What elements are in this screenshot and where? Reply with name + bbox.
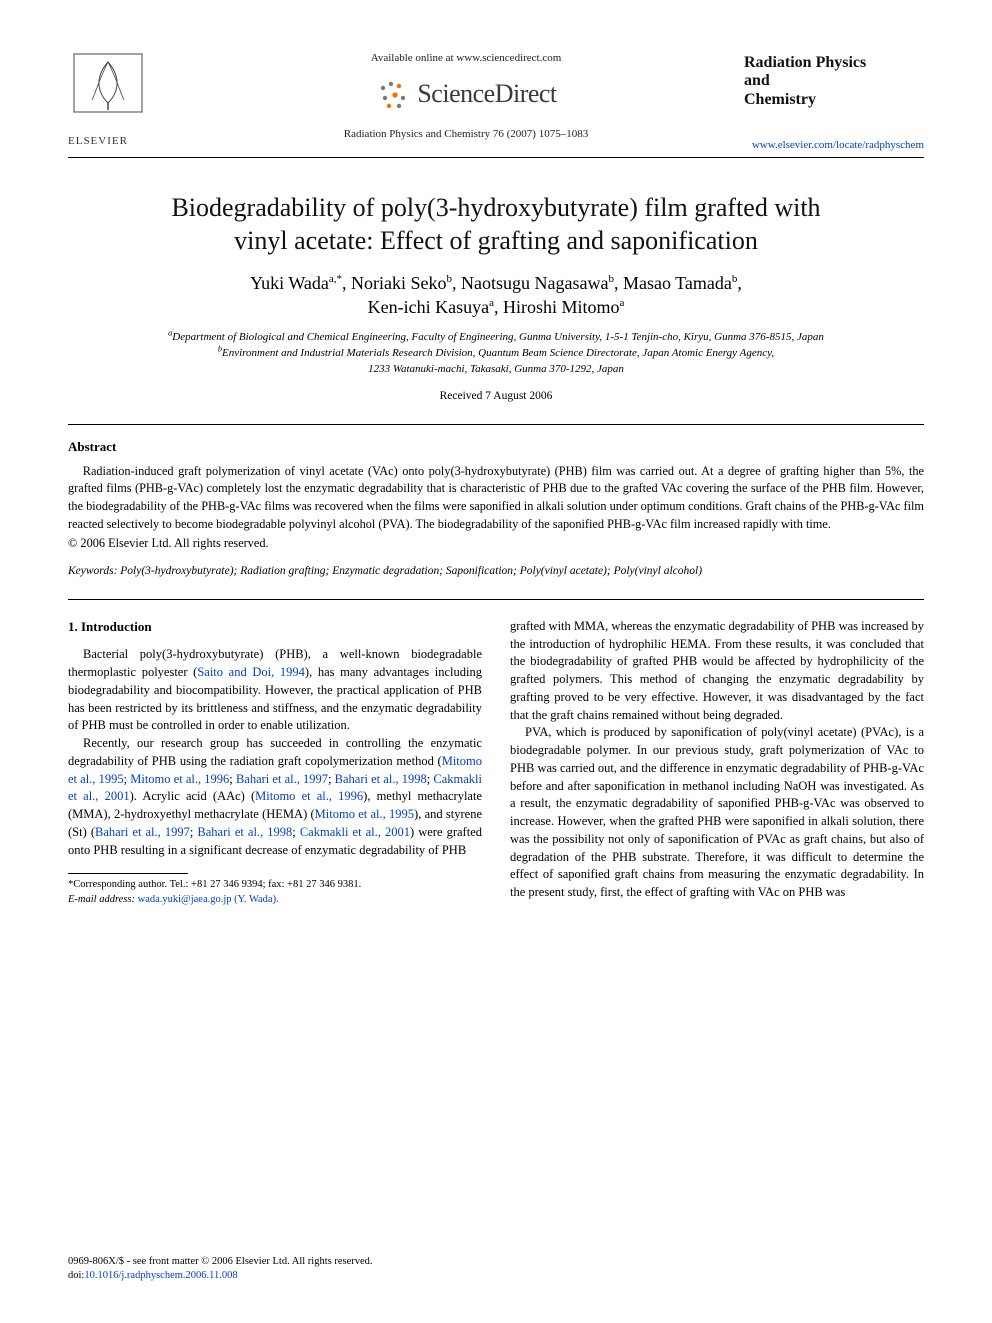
abstract-copyright: © 2006 Elsevier Ltd. All rights reserved… (68, 536, 924, 551)
intro-paragraph-2: Recently, our research group has succeed… (68, 735, 482, 859)
header-center: Available online at www.sciencedirect.co… (188, 48, 744, 140)
doi-label: doi: (68, 1270, 84, 1281)
title-block: Biodegradability of poly(3-hydroxybutyra… (68, 192, 924, 401)
abstract-top-rule (68, 424, 924, 425)
title-line2: vinyl acetate: Effect of grafting and sa… (234, 226, 758, 255)
intro-paragraph-1: Bacterial poly(3-hydroxybutyrate) (PHB),… (68, 646, 482, 735)
body-columns: 1. Introduction Bacterial poly(3-hydroxy… (68, 618, 924, 907)
available-online-text: Available online at www.sciencedirect.co… (188, 52, 744, 64)
corresponding-author-line: *Corresponding author. Tel.: +81 27 346 … (68, 878, 482, 892)
author-4: , Masao Tamada (614, 273, 732, 293)
journal-brand: Radiation Physics and Chemistry www.else… (744, 48, 924, 151)
ref-bahari-1998b[interactable]: Bahari et al., 1998 (197, 825, 292, 839)
author-sep: , (737, 273, 742, 293)
email-label: E-mail address: (68, 894, 135, 905)
abstract-body: Radiation-induced graft polymerization o… (68, 463, 924, 534)
author-1-affil: a, (329, 273, 337, 285)
column-right: grafted with MMA, whereas the enzymatic … (510, 618, 924, 907)
intro-paragraph-2-cont: grafted with MMA, whereas the enzymatic … (510, 618, 924, 725)
sciencedirect-text: ScienceDirect (417, 79, 556, 109)
footer-doi-line: doi:10.1016/j.radphyschem.2006.11.008 (68, 1269, 924, 1283)
page-footer: 0969-806X/$ - see front matter © 2006 El… (68, 1255, 924, 1283)
author-6: , Hiroshi Mitomo (494, 297, 620, 317)
corresponding-footnote: *Corresponding author. Tel.: +81 27 346 … (68, 878, 482, 906)
publisher-logo-block: ELSEVIER (68, 48, 188, 147)
section-1-heading: 1. Introduction (68, 618, 482, 636)
sciencedirect-dots-icon (375, 76, 411, 112)
author-1: Yuki Wada (250, 273, 329, 293)
article-title: Biodegradability of poly(3-hydroxybutyra… (68, 192, 924, 257)
citation-line: Radiation Physics and Chemistry 76 (2007… (188, 128, 744, 140)
affiliation-a: Department of Biological and Chemical En… (172, 331, 824, 343)
p2-sep-6: ; (292, 825, 300, 839)
journal-homepage-link[interactable]: www.elsevier.com/locate/radphyschem (744, 139, 924, 151)
ref-bahari-1997[interactable]: Bahari et al., 1997 (236, 772, 328, 786)
affiliation-b-line1: Environment and Industrial Materials Res… (222, 347, 774, 359)
doi-link[interactable]: 10.1016/j.radphyschem.2006.11.008 (84, 1270, 237, 1281)
ref-bahari-1998[interactable]: Bahari et al., 1998 (335, 772, 427, 786)
author-6-affil: a (619, 297, 624, 309)
elsevier-label: ELSEVIER (68, 135, 188, 147)
journal-title-line2: and (744, 72, 770, 89)
abstract-bottom-rule (68, 599, 924, 600)
sciencedirect-logo: ScienceDirect (375, 76, 556, 112)
ref-bahari-1997b[interactable]: Bahari et al., 1997 (95, 825, 190, 839)
abstract-heading: Abstract (68, 439, 924, 455)
journal-name: Radiation Physics and Chemistry (744, 54, 924, 109)
keywords-list: Poly(3-hydroxybutyrate); Radiation graft… (117, 565, 702, 577)
p2-text-a: Recently, our research group has succeed… (68, 736, 482, 768)
ref-mitomo-1996[interactable]: Mitomo et al., 1996 (130, 772, 229, 786)
page-header: ELSEVIER Available online at www.science… (68, 48, 924, 151)
affiliation-b-line2: 1233 Watanuki-machi, Takasaki, Gunma 370… (368, 363, 624, 375)
email-link[interactable]: wada.yuki@jaea.go.jp (Y. Wada). (135, 894, 279, 905)
title-line1: Biodegradability of poly(3-hydroxybutyra… (171, 193, 820, 222)
keywords: Keywords: Poly(3-hydroxybutyrate); Radia… (68, 565, 924, 577)
abstract-section: Abstract Radiation-induced graft polymer… (68, 439, 924, 577)
author-3: , Naotsugu Nagasawa (452, 273, 608, 293)
ref-mitomo-1995b[interactable]: Mitomo et al., 1995 (315, 807, 414, 821)
header-rule (68, 157, 924, 158)
ref-saito-doi-1994[interactable]: Saito and Doi, 1994 (197, 665, 305, 679)
ref-cakmakli-2001b[interactable]: Cakmakli et al., 2001 (300, 825, 410, 839)
p2-sep-3: ; (328, 772, 335, 786)
footnote-rule (68, 873, 188, 874)
received-date: Received 7 August 2006 (68, 390, 924, 402)
author-5: Ken-ichi Kasuya (368, 297, 489, 317)
keywords-label: Keywords: (68, 565, 117, 577)
authors: Yuki Wadaa,*, Noriaki Sekob, Naotsugu Na… (68, 271, 924, 320)
intro-paragraph-3: PVA, which is produced by saponification… (510, 724, 924, 902)
journal-title-line1: Radiation Physics (744, 54, 866, 71)
author-2: , Noriaki Seko (342, 273, 446, 293)
p2-text-f: ). Acrylic acid (AAc) ( (130, 789, 256, 803)
footer-copyright: 0969-806X/$ - see front matter © 2006 El… (68, 1255, 924, 1269)
corresponding-email-line: E-mail address: wada.yuki@jaea.go.jp (Y.… (68, 893, 482, 907)
ref-mitomo-1996b[interactable]: Mitomo et al., 1996 (255, 789, 363, 803)
journal-title-line3: Chemistry (744, 91, 816, 108)
p2-sep-2: ; (229, 772, 236, 786)
column-left: 1. Introduction Bacterial poly(3-hydroxy… (68, 618, 482, 907)
elsevier-tree-icon (68, 48, 148, 128)
affiliations: aDepartment of Biological and Chemical E… (68, 330, 924, 378)
